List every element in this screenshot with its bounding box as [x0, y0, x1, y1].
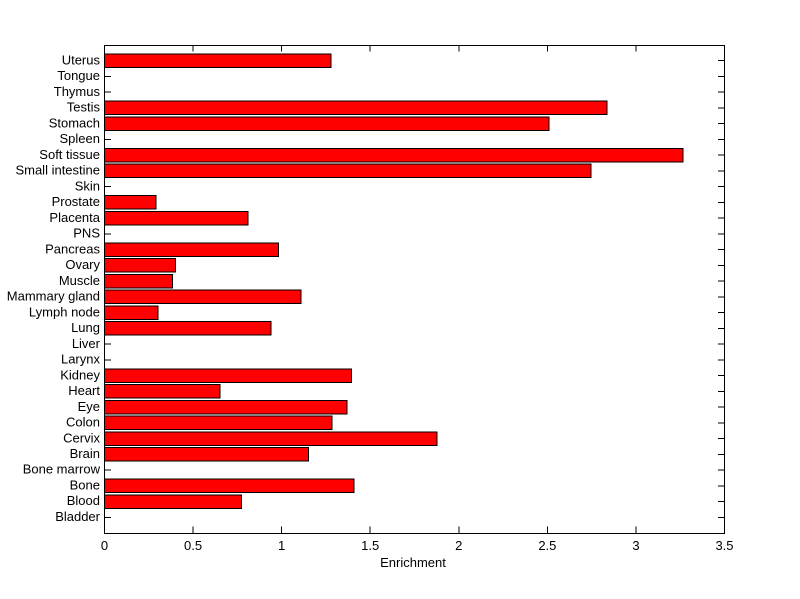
svg-text:Spleen: Spleen	[60, 131, 100, 146]
svg-text:Cervix: Cervix	[63, 430, 100, 445]
svg-text:Enrichment: Enrichment	[380, 555, 446, 570]
svg-text:Small intestine: Small intestine	[15, 163, 100, 178]
svg-text:Ovary: Ovary	[65, 257, 100, 272]
svg-text:Thymus: Thymus	[54, 84, 101, 99]
svg-text:3.5: 3.5	[715, 538, 733, 553]
svg-text:Muscle: Muscle	[59, 273, 100, 288]
svg-text:Bone: Bone	[70, 477, 100, 492]
svg-text:PNS: PNS	[73, 226, 100, 241]
svg-text:0.5: 0.5	[184, 538, 202, 553]
svg-text:Liver: Liver	[72, 336, 101, 351]
svg-text:Kidney: Kidney	[60, 367, 100, 382]
svg-text:Skin: Skin	[75, 178, 100, 193]
svg-text:3: 3	[632, 538, 639, 553]
svg-text:Brain: Brain	[70, 446, 100, 461]
svg-text:Bladder: Bladder	[55, 509, 100, 524]
svg-text:Uterus: Uterus	[62, 52, 101, 67]
svg-text:Testis: Testis	[67, 100, 101, 115]
svg-text:2: 2	[455, 538, 462, 553]
svg-text:Placenta: Placenta	[49, 210, 100, 225]
svg-text:Lymph node: Lymph node	[29, 304, 100, 319]
svg-text:Eye: Eye	[78, 399, 100, 414]
svg-text:0: 0	[101, 538, 108, 553]
svg-text:Lung: Lung	[71, 320, 100, 335]
svg-text:Heart: Heart	[68, 383, 100, 398]
svg-text:Tongue: Tongue	[57, 68, 100, 83]
svg-text:Stomach: Stomach	[49, 115, 100, 130]
svg-text:Colon: Colon	[66, 415, 100, 430]
svg-text:1: 1	[278, 538, 285, 553]
svg-text:Pancreas: Pancreas	[45, 241, 100, 256]
svg-text:Mammary gland: Mammary gland	[7, 289, 100, 304]
svg-text:Soft tissue: Soft tissue	[39, 147, 100, 162]
svg-text:Blood: Blood	[67, 493, 100, 508]
svg-text:Prostate: Prostate	[52, 194, 100, 209]
svg-text:1.5: 1.5	[361, 538, 379, 553]
svg-text:2.5: 2.5	[538, 538, 556, 553]
svg-text:Bone marrow: Bone marrow	[23, 462, 101, 477]
svg-text:Larynx: Larynx	[61, 352, 101, 367]
